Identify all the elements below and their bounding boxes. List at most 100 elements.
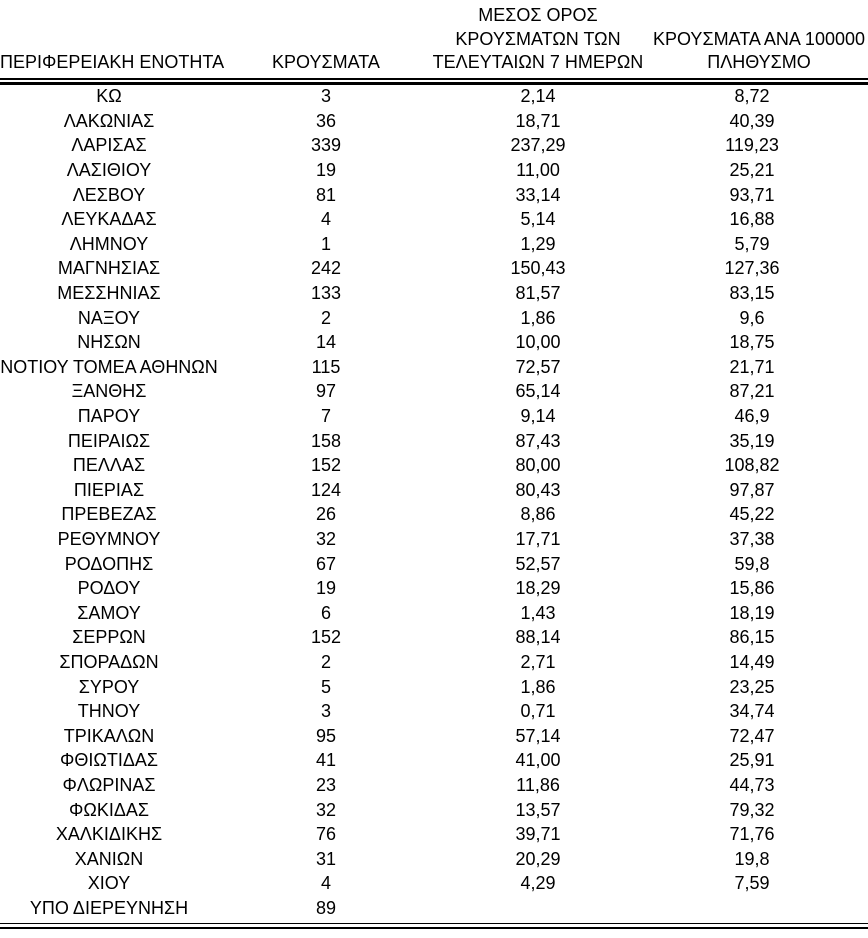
- avg-7day-cell: 39,71: [515, 824, 561, 845]
- cases-cell: 3: [320, 86, 331, 107]
- table-row: ΞΑΝΘΗΣ 97 65,14 87,21: [0, 380, 868, 405]
- per-100k-cell: 14,49: [729, 651, 775, 672]
- header-avg-7day: ΜΕΣΟΣ ΟΡΟΣ ΚΡΟΥΣΜΑΤΩΝ ΤΩΝ ΤΕΛΕΥΤΑΙΩΝ 7 Η…: [432, 5, 644, 72]
- table-row: ΧΙΟΥ 4 4,29 7,59: [0, 872, 868, 897]
- cases-cell: 152: [310, 627, 342, 648]
- table-row: ΜΕΣΣΗΝΙΑΣ 133 81,57 83,15: [0, 281, 868, 306]
- cases-cell: 14: [315, 332, 337, 353]
- region-name-cell: ΠΑΡΟΥ: [77, 406, 141, 427]
- table-row: ΦΩΚΙΔΑΣ 32 13,57 79,32: [0, 798, 868, 823]
- per-100k-cell: 87,21: [729, 381, 775, 402]
- per-100k-cell: 16,88: [729, 209, 775, 230]
- cases-cell: 152: [310, 455, 342, 476]
- table-row: ΛΑΚΩΝΙΑΣ 36 18,71 40,39: [0, 109, 868, 134]
- cases-cell: 242: [310, 258, 342, 279]
- per-100k-cell: 5,79: [734, 233, 770, 254]
- avg-7day-cell: 4,29: [520, 873, 556, 894]
- per-100k-cell: 21,71: [729, 356, 775, 377]
- cases-cell: 95: [315, 725, 337, 746]
- avg-7day-cell: 13,57: [515, 799, 561, 820]
- region-name-cell: ΡΕΘΥΜΝΟΥ: [57, 528, 161, 549]
- region-name-cell: ΣΥΡΟΥ: [78, 676, 140, 697]
- avg-7day-cell: 52,57: [515, 553, 561, 574]
- header-regional-unit: ΠΕΡΙΦΕΡΕΙΑΚΗ ΕΝΟΤΗΤΑ: [0, 52, 225, 72]
- cases-cell: 97: [315, 381, 337, 402]
- table-row: ΡΟΔΟΥ 19 18,29 15,86: [0, 576, 868, 601]
- cases-cell: 19: [315, 578, 337, 599]
- per-100k-cell: 79,32: [729, 799, 775, 820]
- per-100k-cell: 71,76: [729, 824, 775, 845]
- per-100k-cell: 35,19: [729, 430, 775, 451]
- table-row: ΤΡΙΚΑΛΩΝ 95 57,14 72,47: [0, 724, 868, 749]
- avg-7day-cell: 9,14: [520, 406, 556, 427]
- region-name-cell: ΚΩ: [96, 86, 122, 107]
- avg-7day-cell: 237,29: [510, 135, 566, 156]
- region-name-cell: ΦΘΙΩΤΙΔΑΣ: [60, 750, 158, 771]
- table-row: ΤΗΝΟΥ 3 0,71 34,74: [0, 699, 868, 724]
- header-cases: ΚΡΟΥΣΜΑΤΑ: [272, 52, 380, 72]
- table-row: ΝΟΤΙΟΥ ΤΟΜΕΑ ΑΘΗΝΩΝ 115 72,57 21,71: [0, 355, 868, 380]
- table-row: ΝΑΞΟΥ 2 1,86 9,6: [0, 306, 868, 331]
- avg-7day-cell: 0,71: [520, 701, 556, 722]
- avg-7day-cell: 10,00: [515, 332, 561, 353]
- avg-7day-cell: 72,57: [515, 356, 561, 377]
- avg-7day-cell: 2,14: [520, 86, 556, 107]
- cases-cell: 2: [320, 651, 331, 672]
- per-100k-cell: 45,22: [729, 504, 775, 525]
- cases-cell: 6: [320, 602, 331, 623]
- cases-cell: 19: [315, 160, 337, 181]
- cases-cell: 2: [320, 307, 331, 328]
- avg-7day-cell: 1,29: [520, 233, 556, 254]
- region-name-cell: ΧΑΝΙΩΝ: [74, 848, 144, 869]
- per-100k-cell: 15,86: [729, 578, 775, 599]
- table-row: ΛΕΥΚΑΔΑΣ 4 5,14 16,88: [0, 207, 868, 232]
- cases-cell: 4: [320, 209, 331, 230]
- table-row: ΠΕΙΡΑΙΩΣ 158 87,43 35,19: [0, 429, 868, 454]
- table-row: ΣΑΜΟΥ 6 1,43 18,19: [0, 601, 868, 626]
- cases-cell: 89: [315, 897, 337, 918]
- avg-7day-cell: 11,00: [516, 160, 560, 181]
- avg-7day-cell: 2,71: [520, 651, 556, 672]
- cases-cell: 339: [310, 135, 342, 156]
- table-row: ΧΑΝΙΩΝ 31 20,29 19,8: [0, 847, 868, 872]
- per-100k-cell: 23,25: [729, 676, 775, 697]
- cases-cell: 36: [315, 110, 337, 131]
- region-name-cell: ΠΡΕΒΕΖΑΣ: [61, 504, 157, 525]
- region-name-cell: ΦΩΚΙΔΑΣ: [69, 799, 149, 820]
- table-row: ΝΗΣΩΝ 14 10,00 18,75: [0, 330, 868, 355]
- region-name-cell: ΥΠΟ ΔΙΕΡΕΥΝΗΣΗ: [29, 897, 189, 918]
- table-row: ΣΠΟΡΑΔΩΝ 2 2,71 14,49: [0, 650, 868, 675]
- avg-7day-cell: 87,43: [515, 430, 561, 451]
- avg-7day-cell: 1,43: [520, 602, 556, 623]
- per-100k-cell: 9,6: [739, 307, 765, 328]
- table-row: ΜΑΓΝΗΣΙΑΣ 242 150,43 127,36: [0, 257, 868, 282]
- cases-cell: 32: [315, 799, 337, 820]
- per-100k-cell: 108,82: [724, 455, 780, 476]
- cases-cell: 31: [315, 848, 337, 869]
- table-row: ΦΘΙΩΤΙΔΑΣ 41 41,00 25,91: [0, 749, 868, 774]
- table-row: ΠΑΡΟΥ 7 9,14 46,9: [0, 404, 868, 429]
- per-100k-cell: 93,71: [729, 184, 775, 205]
- avg-7day-cell: 33,14: [515, 184, 561, 205]
- cases-cell: 4: [320, 873, 331, 894]
- per-100k-cell: 119,23: [725, 135, 779, 156]
- region-name-cell: ΣΑΜΟΥ: [77, 602, 141, 623]
- avg-7day-cell: 8,86: [520, 504, 556, 525]
- region-name-cell: ΡΟΔΟΠΗΣ: [64, 553, 154, 574]
- avg-7day-cell: 17,71: [515, 528, 561, 549]
- avg-7day-cell: 11,86: [516, 774, 560, 795]
- header-divider-thin: [0, 77, 868, 80]
- avg-7day-cell: 5,14: [520, 209, 556, 230]
- region-name-cell: ΡΟΔΟΥ: [77, 578, 141, 599]
- avg-7day-cell: 88,14: [515, 627, 561, 648]
- cases-cell: 124: [310, 479, 342, 500]
- region-name-cell: ΛΑΣΙΘΙΟΥ: [66, 160, 152, 181]
- avg-7day-cell: 20,29: [515, 848, 561, 869]
- region-name-cell: ΛΑΡΙΣΑΣ: [71, 135, 147, 156]
- per-100k-cell: 59,8: [734, 553, 770, 574]
- avg-7day-cell: 18,29: [515, 578, 561, 599]
- avg-7day-cell: 80,43: [515, 479, 561, 500]
- table-row: ΣΕΡΡΩΝ 152 88,14 86,15: [0, 626, 868, 651]
- per-100k-cell: 72,47: [729, 725, 775, 746]
- cases-cell: 32: [315, 528, 337, 549]
